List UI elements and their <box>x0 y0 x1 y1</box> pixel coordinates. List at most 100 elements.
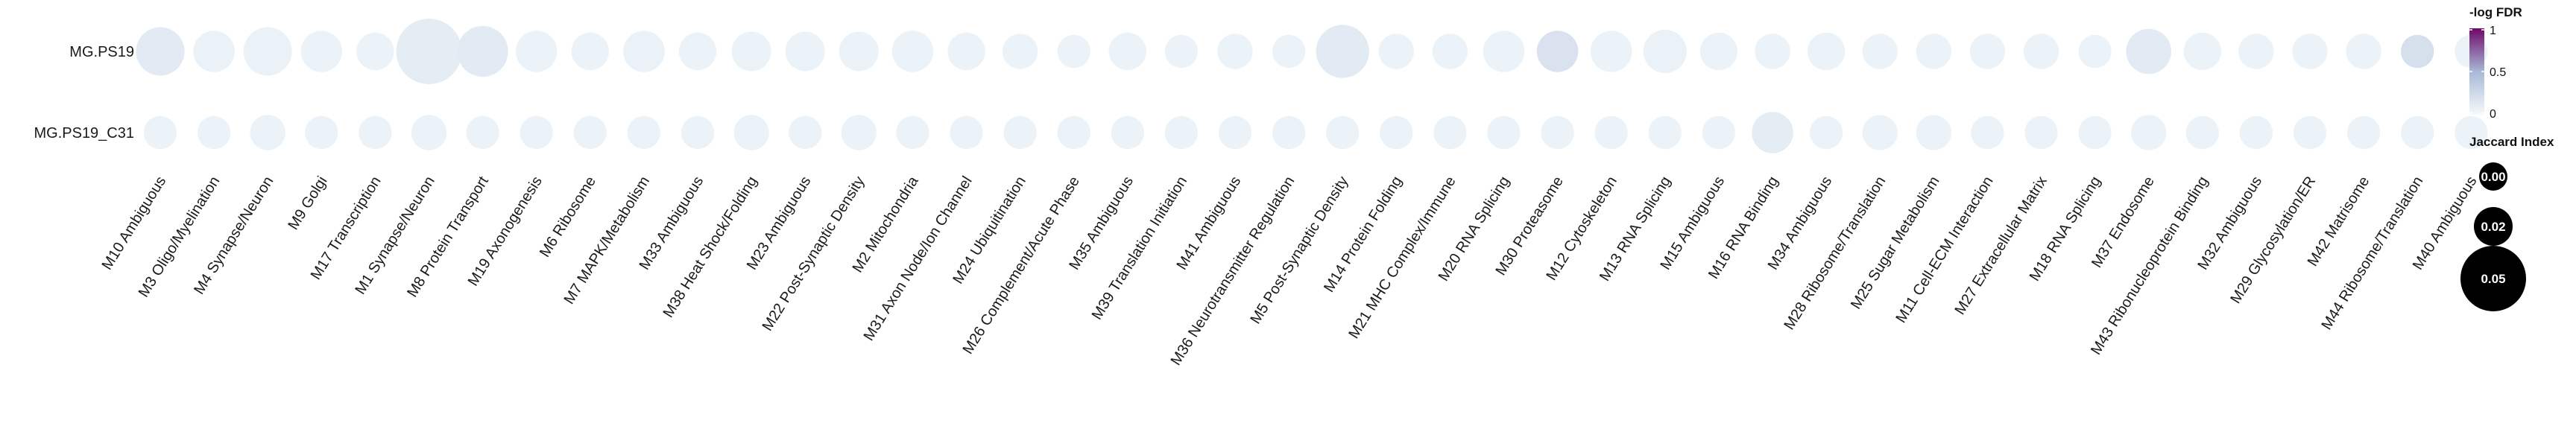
dot <box>785 31 825 72</box>
dot <box>197 115 231 150</box>
dot <box>2346 115 2381 150</box>
dot <box>1483 31 1525 72</box>
dot <box>891 31 934 72</box>
dot <box>1002 34 1038 69</box>
column-label: M9 Golgi <box>285 174 330 233</box>
dot <box>2292 34 2328 69</box>
dot <box>1432 34 1468 69</box>
color-bar <box>2469 28 2484 115</box>
dot <box>520 115 553 150</box>
dot <box>1916 34 1951 69</box>
dot <box>2293 115 2327 150</box>
dot <box>1057 34 1090 69</box>
dot <box>2401 34 2434 69</box>
dot <box>1862 115 1898 150</box>
dot <box>2023 34 2059 69</box>
dot <box>359 115 392 150</box>
dot <box>1541 115 1574 150</box>
size-legend-dot <box>2460 246 2526 311</box>
dot <box>2238 34 2274 69</box>
dot <box>947 32 985 71</box>
dot <box>1648 115 1682 150</box>
column-label: M43 Ribonucleoprotein Binding <box>2088 174 2212 358</box>
dot <box>2131 115 2167 150</box>
dot <box>678 32 717 71</box>
dot <box>896 115 929 150</box>
dot <box>300 31 343 72</box>
dot <box>1755 34 1790 69</box>
size-legend: 0.00 0.02 0.05 <box>2460 162 2526 311</box>
dot <box>573 115 607 150</box>
dot <box>627 115 661 150</box>
dot <box>1971 115 2004 150</box>
dot <box>1433 115 1467 150</box>
dot <box>1217 34 1253 69</box>
legend: -log FDR 1 0.5 0 Jaccard Index 0.000.020.0… <box>2460 5 2554 311</box>
column-label: M44 Ribosome/Translation <box>2319 174 2427 333</box>
dot <box>1272 34 1306 69</box>
dot <box>2346 34 2381 69</box>
color-tick-label: 0 <box>2490 108 2496 121</box>
column-label: M6 Ribosome <box>537 174 599 260</box>
dot <box>1862 34 1898 69</box>
dot <box>571 32 609 71</box>
size-legend-title: Jaccard Index <box>2469 135 2554 149</box>
dot <box>2126 28 2171 74</box>
dot <box>1594 115 1628 150</box>
dot <box>457 25 508 77</box>
dot <box>466 115 499 150</box>
column-label: M26 Complement/Acute Phase <box>960 174 1083 357</box>
dot <box>1807 32 1846 71</box>
dot <box>839 31 879 72</box>
size-legend-label: 0.05 <box>2481 272 2505 286</box>
row-label: MG.PS19 <box>69 44 134 60</box>
column-label: M21 MHC Complex/Immune <box>1345 174 1459 342</box>
color-legend-title: -log FDR <box>2469 5 2522 19</box>
dot <box>243 27 292 76</box>
dot <box>733 115 769 150</box>
dot <box>681 115 715 150</box>
dot <box>1487 115 1521 150</box>
dot <box>2024 115 2058 150</box>
dot <box>2455 115 2488 150</box>
dot <box>250 115 285 150</box>
dot <box>356 32 394 71</box>
dot <box>731 31 771 72</box>
column-label: M27 Extracellular Matrix <box>1951 174 2050 318</box>
dot <box>2401 115 2434 150</box>
dot <box>1752 112 1793 153</box>
dot <box>1272 115 1306 150</box>
column-label: M28 Ribosome/Translation <box>1781 174 1890 333</box>
dot <box>2239 115 2273 150</box>
dot <box>143 115 177 150</box>
column-label: M39 Translation Initiation <box>1089 174 1190 322</box>
dot <box>1643 29 1687 74</box>
dot <box>1326 115 1360 150</box>
dot <box>1809 115 1843 150</box>
dot <box>2185 115 2219 150</box>
dot <box>1108 32 1147 71</box>
color-tick-label: 1 <box>2490 25 2496 37</box>
row-labels: MG.PS19 MG.PS19_C31 <box>34 44 134 142</box>
dot <box>1699 32 1738 71</box>
dot <box>841 115 877 150</box>
dot <box>1916 115 1951 150</box>
dot <box>1057 115 1090 150</box>
dot <box>623 31 665 72</box>
dot <box>2183 32 2221 71</box>
dot <box>1218 115 1252 150</box>
dot <box>1164 34 1199 69</box>
dot <box>1590 31 1632 72</box>
dot <box>1702 115 1736 150</box>
dot <box>2078 115 2112 150</box>
dot <box>136 27 185 76</box>
size-legend-dot <box>2479 162 2507 191</box>
size-legend-label: 0.00 <box>2481 170 2505 184</box>
color-tick-label: 0.5 <box>2490 66 2506 79</box>
dot <box>193 31 235 72</box>
dot <box>1316 25 1369 78</box>
size-legend-dot <box>2474 207 2513 246</box>
dots <box>136 19 2488 153</box>
